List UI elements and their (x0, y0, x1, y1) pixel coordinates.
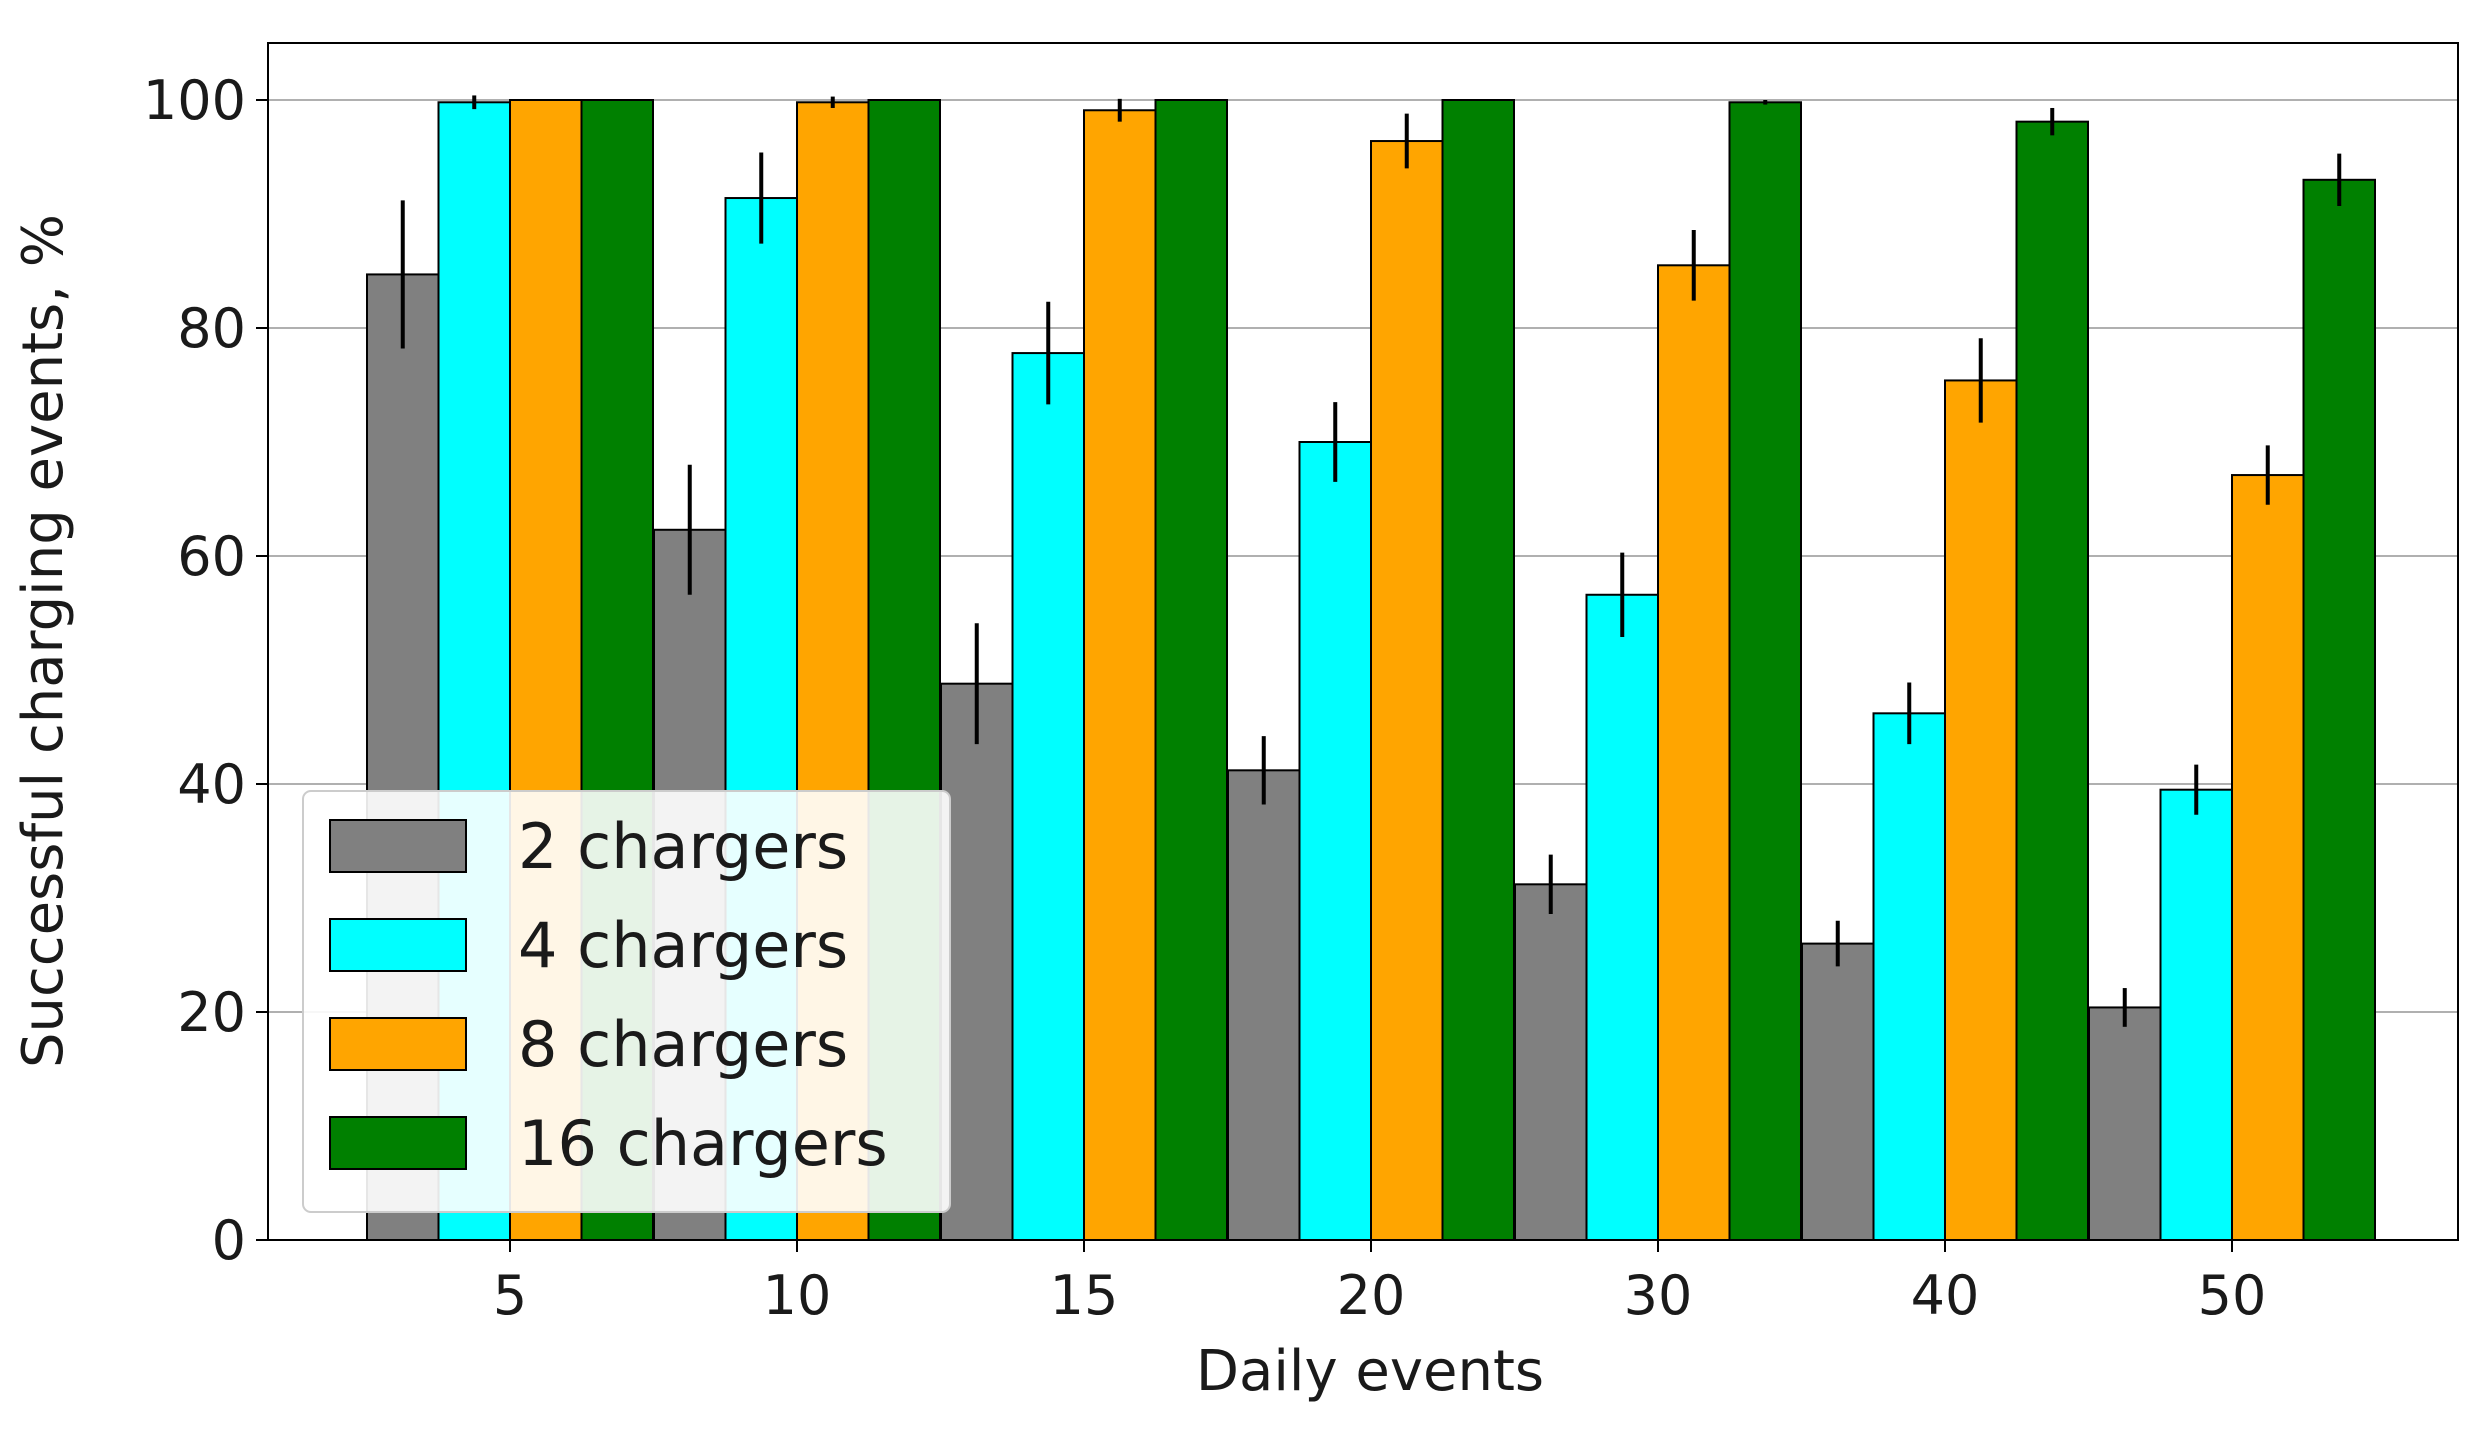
plot-frame (267, 42, 2459, 1241)
legend-items: 2 chargers 4 chargers 8 chargers 16 charger… (329, 810, 888, 1180)
legend-label: 4 chargers (518, 909, 848, 982)
legend-label: 8 chargers (518, 1008, 848, 1081)
legend-swatch (329, 819, 467, 873)
bar-4-chargers-40 (1872, 712, 1946, 1241)
bar-2-chargers-20 (1227, 769, 1301, 1241)
bar-4-chargers-20 (1298, 441, 1372, 1241)
bar-4-chargers-50 (2159, 788, 2233, 1241)
legend-box (302, 790, 951, 1213)
x-axis-ticks: 5 10 15 20 30 40 50 (493, 1240, 2267, 1327)
y-tick-label: 20 (177, 981, 246, 1044)
legend: 2 chargers 4 chargers 8 chargers 16 charger… (302, 790, 951, 1213)
x-tick-label: 5 (493, 1264, 527, 1327)
legend-swatch (329, 1017, 467, 1071)
x-tick-label: 50 (2198, 1264, 2267, 1327)
error-bars (400, 95, 2342, 1027)
x-tick-label: 40 (1911, 1264, 1980, 1327)
x-tick-label: 30 (1624, 1264, 1693, 1327)
x-tick-label: 20 (1337, 1264, 1406, 1327)
x-tick-label: 10 (763, 1264, 832, 1327)
bar-2-chargers-50 (2088, 1006, 2162, 1241)
y-axis-ticks: 0 20 40 60 80 100 (143, 69, 268, 1272)
y-tick-label: 40 (177, 753, 246, 816)
y-tick-label: 0 (212, 1209, 246, 1272)
y-tick-label: 60 (177, 525, 246, 588)
bar-16-chargers-20 (1441, 99, 1515, 1241)
legend-label: 16 chargers (518, 1107, 888, 1180)
legend-swatch (329, 918, 467, 972)
bar-2-chargers-30 (1514, 883, 1588, 1241)
bar-8-chargers-50 (2231, 474, 2305, 1241)
y-tick-label: 80 (177, 297, 246, 360)
bar-8-chargers-30 (1657, 264, 1731, 1241)
legend-swatch (329, 1116, 467, 1170)
bar-2-chargers-15 (940, 682, 1014, 1241)
y-tick-label: 100 (143, 69, 246, 132)
bar-16-chargers-30 (1728, 101, 1802, 1241)
bar-8-chargers-15 (1083, 109, 1157, 1241)
bar-8-chargers-20 (1370, 140, 1444, 1241)
bar-16-chargers-40 (2015, 120, 2089, 1241)
legend-label: 2 chargers (518, 810, 848, 883)
bar-8-chargers-40 (1944, 379, 2018, 1241)
y-axis-label: Successful charging events, % (11, 214, 76, 1068)
bar-4-chargers-30 (1585, 593, 1659, 1241)
bar-2-chargers-40 (1801, 942, 1875, 1241)
bar-16-chargers-50 (2302, 178, 2376, 1241)
bar-4-chargers-15 (1011, 352, 1085, 1241)
bar-16-chargers-15 (1154, 99, 1228, 1241)
x-tick-label: 15 (1050, 1264, 1119, 1327)
x-axis-label: Daily events (1196, 1339, 1544, 1404)
